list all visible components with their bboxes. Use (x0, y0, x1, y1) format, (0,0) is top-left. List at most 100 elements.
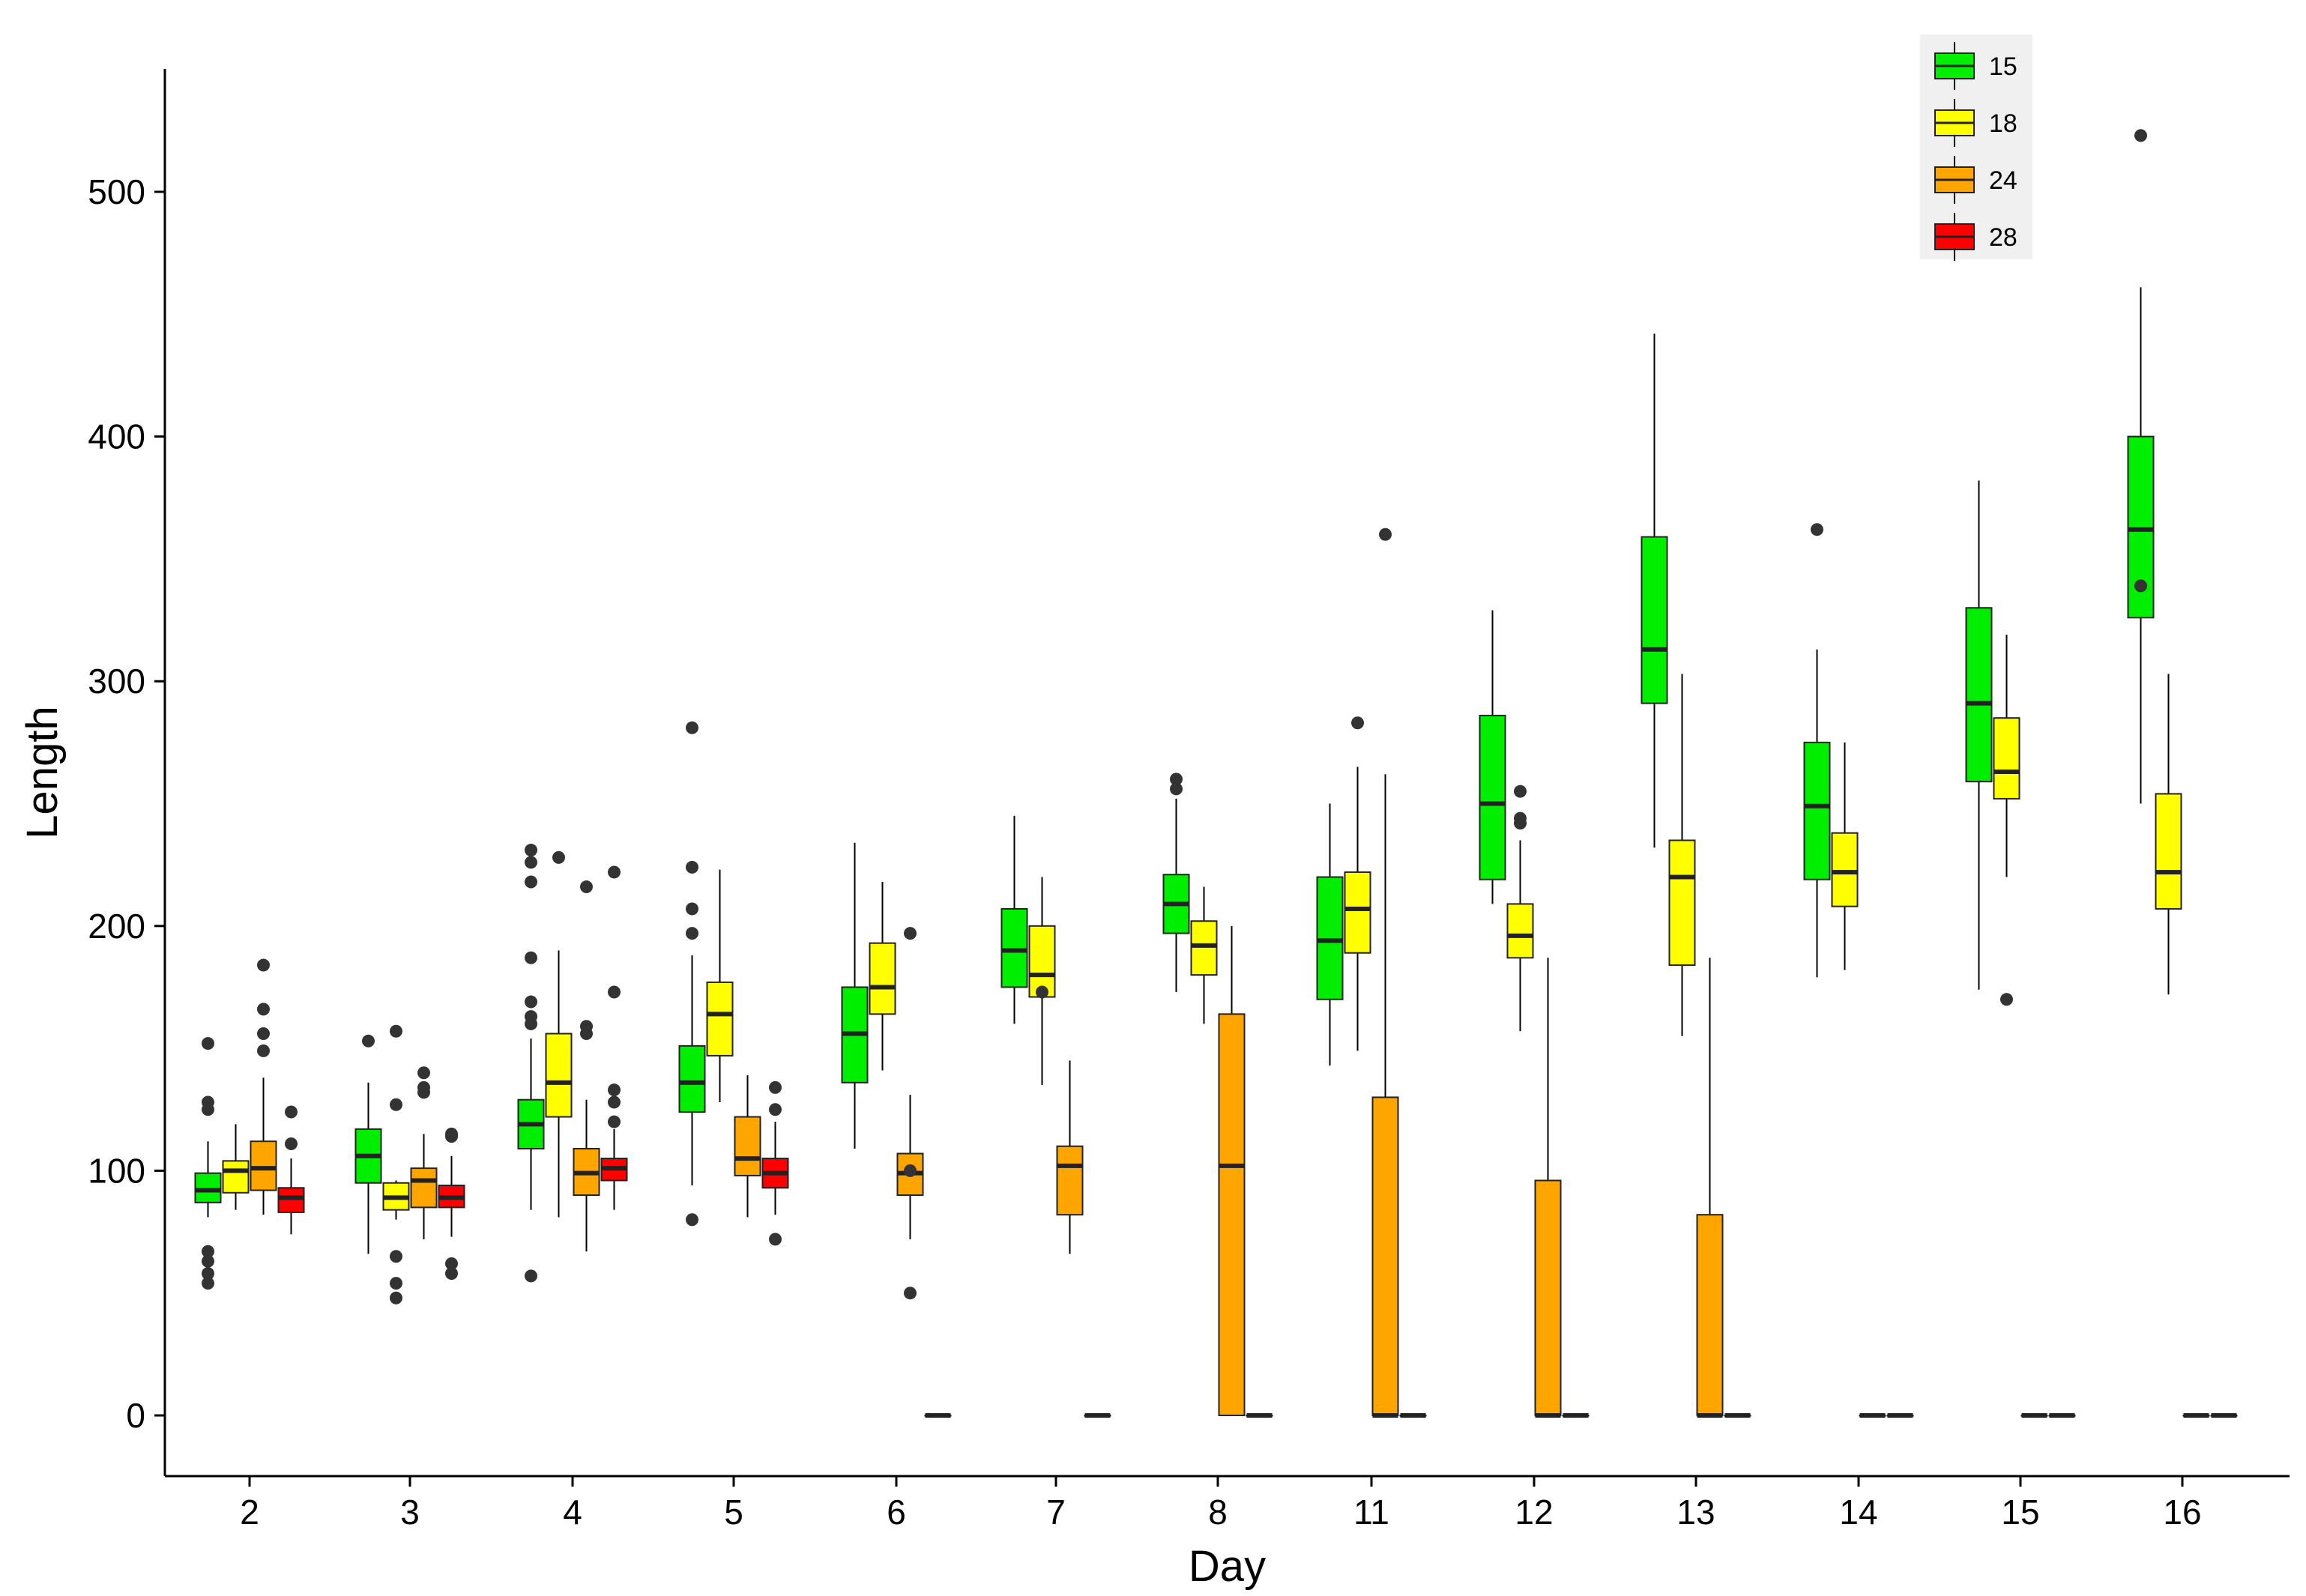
box-day12-group15 (1479, 610, 1506, 904)
box-day5-group24 (734, 1075, 761, 1218)
box-day2-group18 (222, 1124, 250, 1210)
outlier-point (445, 1267, 458, 1281)
x-axis-title: Day (1189, 1542, 1266, 1591)
box-iqr (1831, 832, 1859, 907)
outlier-point (608, 1083, 621, 1097)
outlier-point (608, 865, 621, 879)
outlier-point (285, 1105, 298, 1119)
box-iqr (1218, 1013, 1246, 1416)
x-tick-label: 13 (1676, 1493, 1715, 1532)
outlier-point (1811, 523, 1823, 536)
outlier-point (1351, 716, 1364, 730)
box-day16-group18 (2155, 674, 2182, 995)
box-day7-group24 (1056, 1060, 1084, 1254)
box-iqr (1641, 536, 1668, 704)
x-tick-label: 11 (1353, 1493, 1389, 1532)
legend-item-15: 15 (1934, 42, 2017, 90)
box-day16-group15 (2127, 129, 2155, 804)
outlier-point (257, 1027, 270, 1041)
outlier-point (608, 1115, 621, 1128)
box-iqr (1696, 1214, 1724, 1416)
box-iqr (1056, 1145, 1084, 1216)
outlier-point (525, 844, 537, 857)
legend-label: 28 (1989, 223, 2017, 252)
box-day4-group18 (545, 850, 573, 1218)
outlier-point (1379, 528, 1392, 541)
y-tick-label: 100 (88, 1151, 145, 1190)
outlier-point (390, 1277, 402, 1290)
outlier-point (2000, 993, 2013, 1006)
x-tick-label: 16 (2163, 1493, 2201, 1532)
box-day8-group28 (1246, 1413, 1273, 1418)
box-iqr (1803, 741, 1831, 880)
x-tick-label: 15 (2001, 1493, 2039, 1532)
box-day6-group18 (869, 882, 896, 1071)
box-iqr (1000, 907, 1028, 988)
box-day11-group15 (1316, 803, 1344, 1065)
outlier-point (202, 1267, 214, 1281)
box-day15-group15 (1965, 480, 1993, 990)
box-day6-group24 (896, 927, 924, 1300)
outlier-point (608, 985, 621, 999)
legend-label: 18 (1989, 109, 2017, 138)
box-day5-group15 (678, 721, 706, 1227)
box-iqr (1371, 1096, 1399, 1417)
outlier-point (769, 1103, 782, 1116)
box-day11-group24 (1371, 528, 1399, 1418)
y-tick-label: 300 (88, 662, 145, 701)
box-iqr (250, 1140, 277, 1191)
box-day2-group24 (250, 958, 277, 1215)
box-iqr (222, 1160, 250, 1194)
box-iqr (1993, 717, 2020, 799)
box-day2-group28 (277, 1105, 305, 1235)
box-iqr (1479, 714, 1506, 880)
outlier-point (580, 1020, 593, 1033)
x-tick-label: 3 (400, 1493, 420, 1532)
box-day6-group15 (841, 842, 869, 1149)
box-day13-group18 (1668, 674, 1696, 1036)
box-day11-group28 (1399, 1413, 1427, 1418)
outlier-point (580, 880, 593, 894)
outlier-point (202, 1254, 214, 1268)
box-day13-group28 (1724, 1413, 1751, 1418)
box-day13-group15 (1641, 333, 1668, 848)
box-iqr (869, 942, 896, 1015)
y-tick-label: 0 (126, 1396, 145, 1435)
legend: 15 18 24 28 (1920, 34, 2032, 261)
outlier-point (202, 1095, 214, 1109)
outlier-point (202, 1037, 214, 1051)
outlier-point (390, 1291, 402, 1305)
box-day4-group15 (517, 844, 545, 1283)
box-day3-group15 (354, 1034, 382, 1254)
box-iqr (277, 1187, 305, 1213)
outlier-point (285, 1137, 298, 1150)
x-tick-label: 8 (1208, 1493, 1228, 1532)
outlier-point (525, 1269, 537, 1283)
y-tick-label: 200 (88, 907, 145, 946)
outlier-point (686, 1213, 698, 1227)
box-day3-group28 (438, 1127, 465, 1281)
legend-item-28: 28 (1934, 213, 2017, 261)
box-day15-group18 (1993, 635, 2020, 1006)
outlier-point (390, 1250, 402, 1263)
x-tick-label: 7 (1046, 1493, 1066, 1532)
outlier-point (1170, 773, 1183, 786)
outlier-point (1514, 811, 1527, 825)
outlier-point (417, 1080, 430, 1094)
box-day5-group18 (706, 869, 734, 1102)
box-iqr (1190, 920, 1218, 976)
outlier-point (525, 875, 537, 889)
outlier-point (202, 1245, 214, 1258)
box-iqr (2155, 793, 2182, 910)
outlier-point (525, 856, 537, 869)
box-day16-group24 (2182, 1413, 2210, 1418)
outlier-point (769, 1233, 782, 1246)
box-day7-group15 (1000, 815, 1028, 1024)
outlier-point (769, 1080, 782, 1094)
box-day8-group24 (1218, 925, 1246, 1416)
outlier-point (525, 995, 537, 1009)
outlier-point (904, 1287, 917, 1300)
box-iqr (1965, 607, 1993, 783)
outlier-point (257, 1044, 270, 1057)
x-tick-label: 12 (1515, 1493, 1553, 1532)
